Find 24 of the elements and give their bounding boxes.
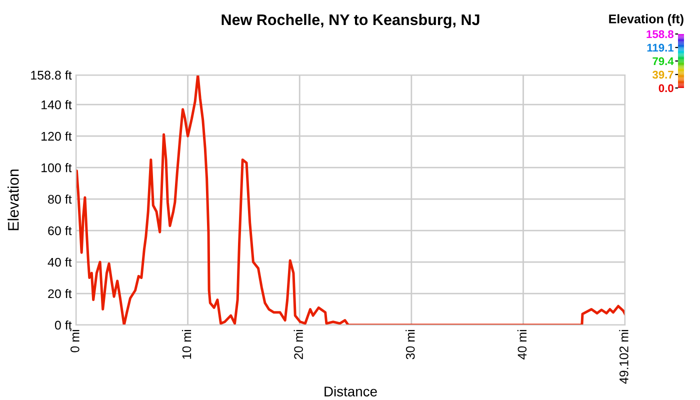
x-axis-title: Distance xyxy=(324,386,377,396)
color-bar-title: Elevation (ft) xyxy=(609,14,684,26)
x-tick-label: 20 mi xyxy=(294,330,303,360)
y-tick-label: 158.8 ft xyxy=(31,70,72,80)
color-bar-label: 39.7 xyxy=(652,70,674,79)
chart-title: New Rochelle, NY to Keansburg, NJ xyxy=(222,14,480,28)
x-tick-label: 49.102 mi xyxy=(619,330,628,384)
y-tick-label: 120 ft xyxy=(42,132,72,141)
y-tick-label: 40 ft xyxy=(48,258,72,267)
y-tick-label: 140 ft xyxy=(42,100,72,110)
color-bar-label: 158.8 xyxy=(646,30,674,38)
y-tick-label: 20 ft xyxy=(48,289,72,298)
color-bar-label: 79.4 xyxy=(652,57,674,66)
y-tick-label: 80 ft xyxy=(48,194,72,204)
y-tick-label: 0 ft xyxy=(54,320,72,330)
x-tick-label: 10 mi xyxy=(182,330,192,359)
x-tick-label: 40 mi xyxy=(517,330,527,360)
y-tick-label: 100 ft xyxy=(42,163,72,172)
x-tick-label: 0 mi xyxy=(70,330,80,352)
x-tick-label: 30 mi xyxy=(406,330,415,360)
color-bar-label: 119.1 xyxy=(647,44,674,52)
y-axis-title: Elevation xyxy=(8,170,19,230)
y-tick-label: 60 ft xyxy=(48,226,72,236)
color-bar-label: 0.0 xyxy=(658,84,674,92)
